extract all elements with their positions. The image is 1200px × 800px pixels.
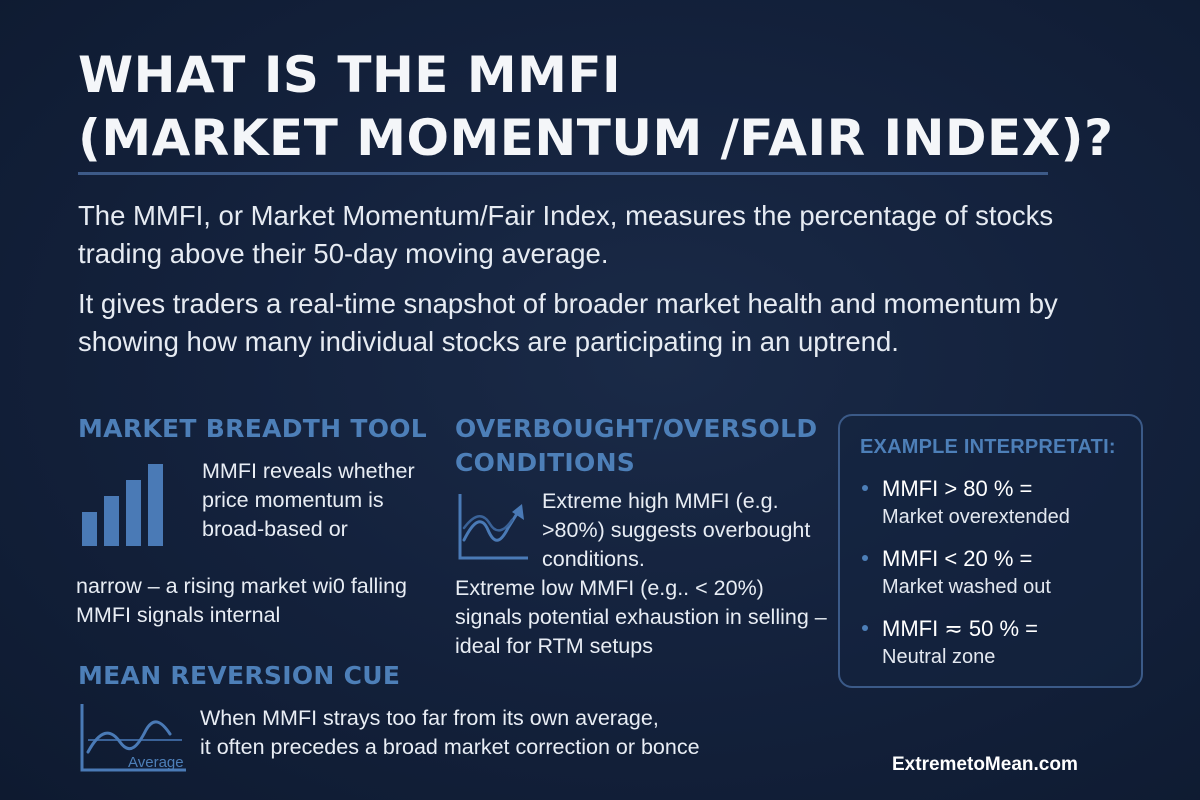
example-heading: EXAMPLE INTERPRETATI: (860, 436, 1116, 458)
overbought-heading: OVERBOUGHT/OVERSOLD CONDITIONS (455, 414, 818, 477)
example-list: MMFI > 80 % = Market overextended MMFI <… (858, 474, 1138, 684)
overbought-text-bottom: Extreme low MMFI (e.g.. < 20%) signals p… (455, 576, 827, 658)
market-breadth-text-bottom: narrow – a rising market wi0 falling MMF… (76, 574, 407, 627)
bar-chart-icon (82, 460, 172, 546)
example-meaning: Market overextended (882, 506, 1070, 528)
intro-paragraph-2: It gives traders a real-time snapshot of… (78, 288, 1058, 357)
bullet-icon (862, 555, 868, 561)
example-meaning: Neutral zone (882, 646, 996, 668)
example-condition: MMFI < 20 % = (882, 546, 1033, 571)
bullet-icon (862, 625, 868, 631)
example-item-neutral: MMFI ≂ 50 % = Neutral zone (858, 614, 1138, 684)
average-label: Average (128, 754, 184, 771)
title-divider (78, 172, 1048, 175)
bullet-icon (862, 485, 868, 491)
mean-reversion-heading: MEAN REVERSION CUE (78, 661, 401, 690)
market-breadth-text-top: MMFI reveals whether price momentum is b… (202, 459, 415, 541)
example-condition: MMFI > 80 % = (882, 476, 1033, 501)
example-item-overextended: MMFI > 80 % = Market overextended (858, 474, 1138, 544)
mean-reversion-text: When MMFI strays too far from its own av… (200, 704, 840, 762)
wave-chart-icon (78, 700, 190, 774)
mean-reversion-line-1: When MMFI strays too far from its own av… (200, 706, 659, 730)
title-line-1: WHAT IS THE MMFI (78, 46, 622, 104)
market-breadth-heading: MARKET BREADTH TOOL (78, 414, 428, 443)
example-interpretation-box (838, 414, 1143, 688)
trend-arrow-icon (456, 490, 532, 562)
example-meaning: Market washed out (882, 576, 1051, 598)
intro-paragraph-1: The MMFI, or Market Momentum/Fair Index,… (78, 200, 1054, 269)
overbought-text-top: Extreme high MMFI (e.g. >80%) suggests o… (542, 489, 811, 571)
title-line-2: (MARKET MOMENTUM /FAIR INDEX)? (78, 109, 1114, 167)
page-title: WHAT IS THE MMFI (MARKET MOMENTUM /FAIR … (78, 44, 1158, 170)
mean-reversion-line-2: it often precedes a broad market correct… (200, 735, 700, 759)
example-item-washed-out: MMFI < 20 % = Market washed out (858, 544, 1138, 614)
example-condition: MMFI ≂ 50 % = (882, 616, 1038, 641)
brand-url: ExtremetoMean.com (892, 754, 1078, 775)
